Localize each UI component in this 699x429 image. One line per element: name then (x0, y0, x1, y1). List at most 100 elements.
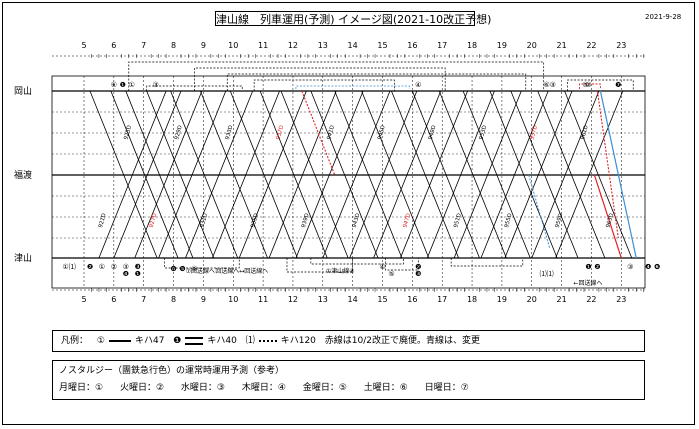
vehicle-mark-top: ❶ (120, 81, 126, 89)
train-line-up (185, 90, 254, 259)
hour-label-bottom: 16 (407, 295, 417, 304)
train-line-up (426, 90, 495, 259)
turnaround-link (194, 67, 446, 91)
hour-label-top: 22 (586, 41, 596, 50)
hour-label-top: 17 (437, 41, 447, 50)
abolished-train-line (596, 90, 619, 239)
legend-type2-name: キハ40 (207, 336, 237, 346)
legend-label: 凡例： (61, 336, 89, 346)
train-line-down (310, 90, 379, 259)
train-line-down (200, 90, 268, 259)
train-number-label: 921D (98, 213, 108, 229)
vehicle-mark-bottom: ⑤ (191, 265, 197, 273)
hour-label-bottom: 12 (288, 295, 298, 304)
legend-type2-mark: ❶ (173, 336, 182, 346)
vehicle-mark-bottom: ❷ (87, 263, 93, 271)
hour-label-bottom: 7 (141, 295, 146, 304)
vehicle-mark-top: ⑥ (544, 81, 550, 89)
double-line-icon (185, 336, 204, 345)
train-number-label: 957D (529, 125, 539, 141)
train-line-up (158, 90, 227, 259)
legend-type1-name: キハ47 (134, 336, 165, 346)
vehicle-mark-top: ① (129, 81, 135, 89)
train-number-label: 949D (428, 125, 438, 141)
train-line-up (504, 90, 573, 259)
vehicle-mark-bottom: ④ (379, 263, 385, 271)
abolished-train-line (593, 174, 622, 259)
hour-label-top: 14 (348, 41, 358, 50)
train-line-down (411, 90, 480, 259)
vehicle-mark-top: ④ (415, 81, 421, 89)
vehicle-mark-bottom: ❻ (654, 263, 660, 271)
route-note: ←回送線へ (574, 279, 603, 287)
train-line-down (110, 90, 179, 259)
nostalgie-heading: ノスタルジー（團鉄急行色）の運常時運用予測（参考） (59, 366, 285, 376)
hour-label-top: 19 (497, 41, 507, 50)
train-number-label: 939D (301, 213, 311, 229)
route-note: 回送線へ→ (215, 267, 244, 275)
day-monday: 月曜日：① (59, 383, 104, 393)
turnaround-link (253, 79, 395, 91)
nostalgie-box: ノスタルジー（團鉄急行色）の運常時運用予測（参考） 月曜日：① 火曜日：② 水曜… (52, 360, 645, 400)
train-number-label: 927D (149, 213, 159, 229)
vehicle-mark-bottom: ⑤ (388, 270, 394, 278)
train-line-down (361, 90, 430, 259)
legend-type1: ① キハ47 (97, 331, 165, 351)
legend-type2: ❶ キハ40 (173, 331, 237, 351)
vehicle-mark-bottom: ❸ (135, 263, 141, 271)
train-line-up (98, 90, 167, 259)
vehicle-mark-bottom: ❻ (170, 265, 176, 273)
turnaround-link (310, 258, 404, 265)
hour-label-bottom: 10 (228, 295, 238, 304)
vehicle-mark-bottom: ❶ (585, 263, 591, 271)
hour-label-bottom: 14 (348, 295, 358, 304)
train-line-down (537, 90, 606, 259)
hour-label-top: 9 (201, 41, 206, 50)
vehicle-mark-top: ⑥ (111, 81, 117, 89)
hour-label-bottom: 13 (318, 295, 328, 304)
train-line-down (259, 90, 328, 259)
train-number-label: 943D (352, 213, 362, 229)
hour-label-top: 18 (467, 41, 477, 50)
legend-type3-name: キハ120 (280, 336, 316, 346)
hour-label-top: 12 (288, 41, 298, 50)
legend-type3-mark: ⑴ (245, 336, 255, 346)
abolished-link (579, 83, 601, 89)
vehicle-mark-top: ⑤ (582, 81, 588, 89)
page-title: 津山線 列車運用(予測) イメージ図(2021-10改正予想) (215, 11, 492, 26)
hour-label-bottom: 18 (467, 295, 477, 304)
train-line-up (349, 90, 418, 259)
train-line-up (322, 90, 391, 259)
train-line-up (238, 90, 307, 259)
station-label: 岡山 (14, 86, 32, 97)
vehicle-mark-bottom: ⑴⑴ (540, 269, 554, 278)
station-label: 福渡 (14, 169, 32, 181)
train-number-label: 945D (377, 125, 387, 141)
train-line-up (480, 90, 549, 259)
train-number-label: 947D (403, 213, 413, 229)
turnaround-link (385, 258, 419, 271)
vehicle-mark-bottom: ❸ (415, 270, 421, 278)
train-line-down (125, 90, 194, 259)
hour-label-bottom: 8 (171, 295, 176, 304)
train-number-label: 925D (123, 125, 133, 141)
train-line-up (400, 90, 468, 259)
vehicle-mark-top: ② (585, 81, 591, 89)
turnaround-link (128, 61, 545, 91)
train-line-down (564, 90, 633, 259)
train-number-label: 933D (225, 125, 235, 141)
legend: 凡例： ① キハ47 ❶ キハ40 ⑴ キハ120 赤線は10/2改正で廃便。青線は、… (52, 330, 645, 352)
vehicle-mark-bottom: ❺ (179, 265, 185, 273)
hour-label-top: 11 (258, 41, 268, 50)
changed-link (295, 85, 410, 89)
dotted-line-icon (258, 339, 277, 342)
train-line-up (268, 90, 337, 259)
train-line-down (146, 90, 215, 259)
train-line-down (438, 90, 507, 259)
train-number-label: 953D (479, 125, 489, 141)
vehicle-mark-bottom: ❶ (135, 270, 141, 278)
train-line-down (462, 90, 531, 259)
hour-label-top: 10 (228, 41, 238, 50)
legend-type1-mark: ① (96, 336, 105, 346)
